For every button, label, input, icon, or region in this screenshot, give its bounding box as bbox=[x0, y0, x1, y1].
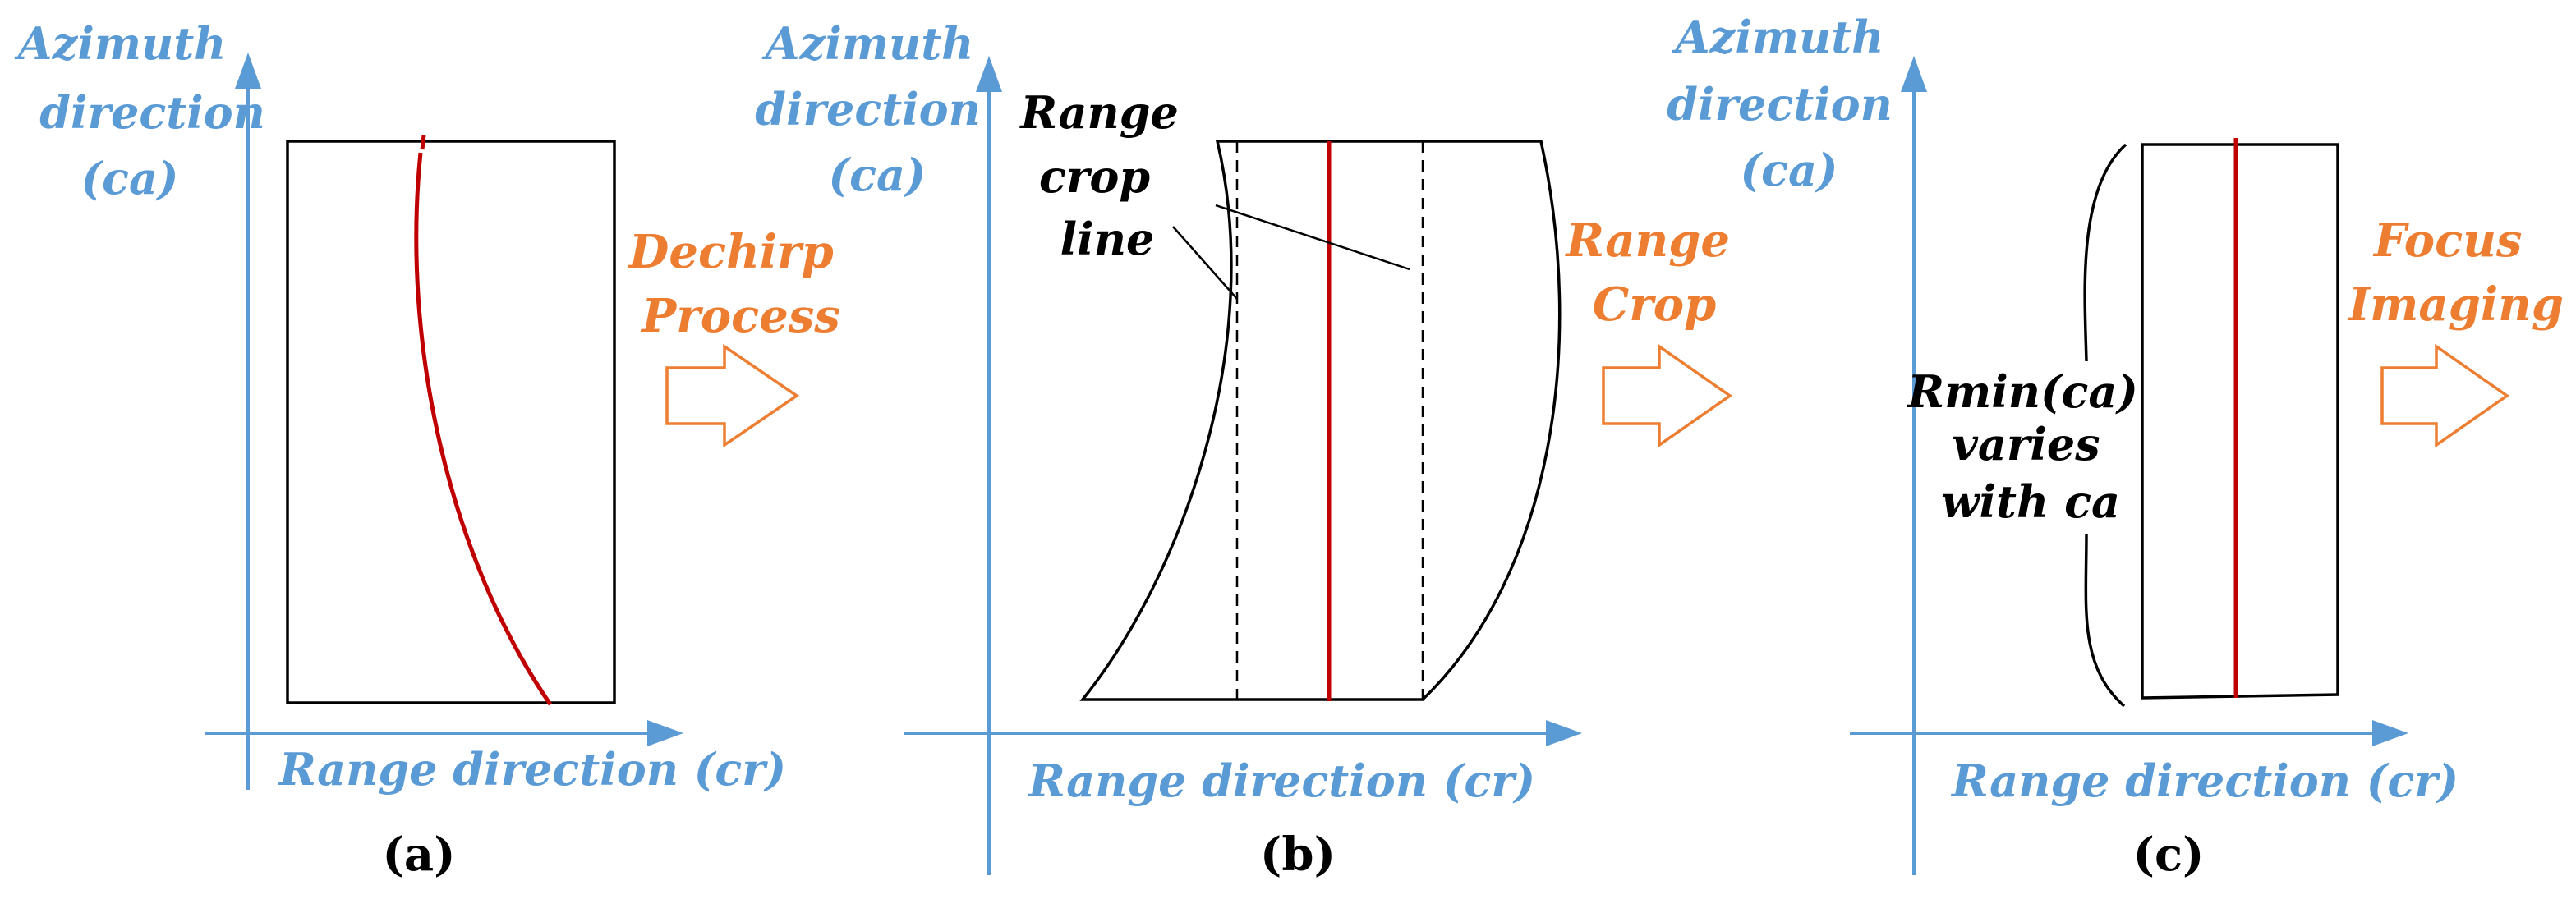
panel-a-curve-top-tick bbox=[420, 135, 426, 150]
step-dechirp-label: Dechirp Process bbox=[628, 225, 849, 343]
step-focus-imaging: Focus Imaging bbox=[2347, 213, 2564, 448]
right-arrow-icon bbox=[665, 343, 800, 448]
panel-b-pointer-left bbox=[1172, 226, 1238, 300]
panel-c-azimuth-axis bbox=[1901, 56, 1927, 875]
panel-a-echo-data-box bbox=[286, 140, 616, 704]
panel-b-crop-line-annotation: Range crop line bbox=[1019, 86, 1194, 265]
panel-c-cropped-data-box bbox=[2141, 143, 2339, 700]
panel-c-azimuth-label: Azimuth direction (ca) bbox=[1667, 11, 1908, 196]
step-range-crop-label: Range Crop bbox=[1564, 213, 1746, 332]
panel-c: Azimuth direction (ca) Rmin(ca) varies w… bbox=[1667, 11, 2459, 882]
panel-c-caption: (c) bbox=[2132, 828, 2204, 882]
step-range-crop: Range Crop bbox=[1564, 213, 1746, 448]
panel-a-azimuth-axis bbox=[235, 53, 261, 790]
panel-a-caption: (a) bbox=[382, 828, 455, 882]
panel-b-range-label: Range direction (cr) bbox=[1027, 755, 1535, 807]
panel-c-brace-bottom bbox=[2084, 533, 2126, 708]
panel-b: Azimuth direction (ca) Range crop line R… bbox=[755, 17, 1582, 882]
panel-a-azimuth-label: Azimuth direction (ca) bbox=[14, 17, 281, 204]
step-focus-imaging-label: Focus Imaging bbox=[2347, 213, 2564, 332]
panel-c-rmin-annotation: Rmin(ca) varies with ca bbox=[1906, 365, 2154, 528]
step-dechirp: Dechirp Process bbox=[628, 225, 849, 448]
right-arrow-icon bbox=[1602, 343, 1733, 448]
panel-b-pointer-right bbox=[1215, 204, 1410, 271]
panel-a-range-migration-curve bbox=[414, 152, 553, 706]
panel-b-azimuth-axis bbox=[976, 56, 1002, 875]
panel-c-range-label: Range direction (cr) bbox=[1950, 755, 2459, 807]
panel-b-range-axis bbox=[904, 720, 1582, 746]
panel-a-range-label: Range direction (cr) bbox=[278, 743, 786, 796]
panel-b-azimuth-label: Azimuth direction (ca) bbox=[755, 17, 996, 201]
panel-c-range-axis bbox=[1850, 720, 2408, 746]
panel-a-range-axis bbox=[205, 720, 683, 746]
panel-a: Azimuth direction (ca) Range direction (… bbox=[14, 17, 786, 882]
right-arrow-icon bbox=[2380, 343, 2510, 448]
panel-b-caption: (b) bbox=[1260, 828, 1336, 882]
panel-c-brace-top bbox=[2083, 143, 2128, 362]
